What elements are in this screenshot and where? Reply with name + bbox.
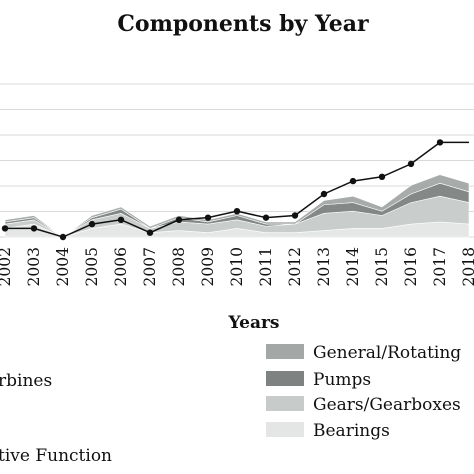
x-tick-label: 2007 bbox=[141, 247, 159, 286]
gridlines bbox=[0, 83, 474, 238]
legend-label: Gears/Gearboxes bbox=[313, 395, 461, 415]
total-point bbox=[30, 225, 38, 232]
x-tick-label: 2011 bbox=[257, 247, 275, 286]
chart-title: Components by Year bbox=[117, 11, 369, 37]
left-legend-label: tive Function bbox=[0, 446, 112, 466]
x-tick-label: 2018 bbox=[460, 247, 474, 286]
legend-swatch bbox=[266, 371, 304, 386]
x-tick-label: 2002 bbox=[0, 247, 14, 286]
legend-item: General/Rotating bbox=[266, 343, 461, 363]
total-point bbox=[204, 214, 212, 221]
left-legend-label: rbines bbox=[0, 371, 52, 391]
x-tick-label: 2017 bbox=[431, 247, 449, 286]
x-tick-label: 2014 bbox=[344, 247, 362, 287]
x-axis-label: Years bbox=[227, 313, 279, 333]
x-tick-label: 2004 bbox=[54, 247, 72, 287]
legend-swatch bbox=[266, 396, 304, 411]
total-point bbox=[262, 214, 270, 221]
left-legend-fragments: rbines tive Function bbox=[0, 371, 112, 466]
total-point bbox=[175, 216, 183, 223]
total-point bbox=[146, 229, 154, 236]
total-point bbox=[320, 190, 328, 198]
total-point bbox=[1, 225, 9, 232]
total-point bbox=[436, 139, 444, 146]
x-tick-label: 2013 bbox=[315, 247, 333, 286]
x-tick-label: 2006 bbox=[112, 247, 130, 286]
total-point bbox=[378, 173, 386, 180]
x-tick-label: 2008 bbox=[170, 247, 188, 286]
x-tick-labels: 2002 2003 2004 2005 2006 2007 2008 2009 2010 2011… bbox=[0, 247, 474, 287]
x-tick-label: 2003 bbox=[25, 247, 43, 286]
total-point bbox=[233, 208, 241, 215]
x-tick-label: 2009 bbox=[199, 247, 217, 286]
area-general-rotating bbox=[4, 174, 470, 238]
legend-label: Pumps bbox=[313, 370, 371, 390]
legend-label: Bearings bbox=[313, 421, 390, 441]
legend: General/Rotating Pumps Gears/Gearboxes Bear… bbox=[266, 343, 461, 441]
total-point bbox=[59, 233, 67, 241]
total-point bbox=[291, 212, 299, 219]
total-point bbox=[88, 220, 96, 228]
x-tick-label: 2012 bbox=[286, 247, 304, 286]
total-point bbox=[117, 216, 125, 223]
legend-swatch bbox=[266, 422, 304, 437]
x-tick-label: 2015 bbox=[373, 247, 391, 286]
legend-swatch bbox=[266, 344, 304, 359]
x-tick-label: 2016 bbox=[402, 247, 420, 286]
legend-item: Pumps bbox=[266, 370, 371, 390]
total-line bbox=[1, 139, 469, 241]
total-point bbox=[349, 177, 357, 185]
x-tick-label: 2010 bbox=[228, 247, 246, 286]
legend-label: General/Rotating bbox=[313, 343, 461, 363]
legend-item: Gears/Gearboxes bbox=[266, 395, 461, 415]
x-tick-label: 2005 bbox=[83, 247, 101, 286]
area-series bbox=[4, 174, 470, 238]
total-point bbox=[407, 160, 415, 168]
legend-item: Bearings bbox=[266, 421, 390, 441]
